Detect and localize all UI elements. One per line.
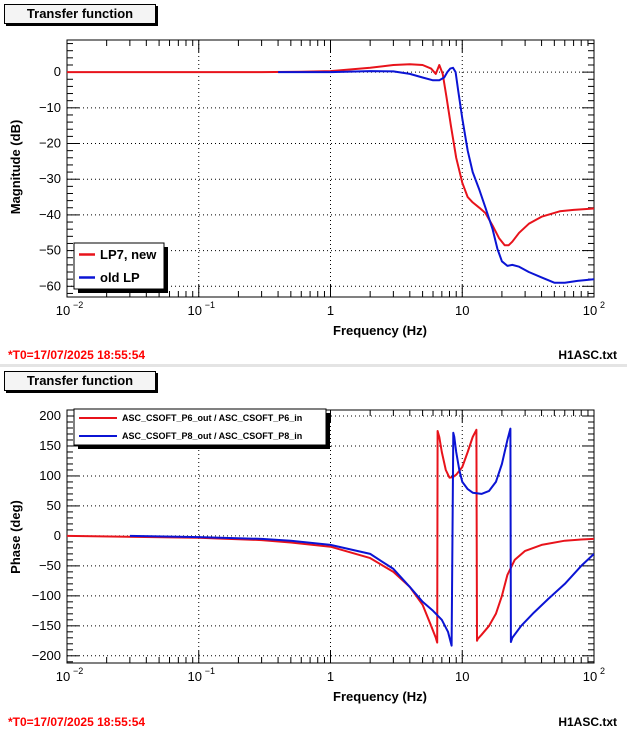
legend-label: LP7, new <box>100 247 157 262</box>
x-tick-label: 10 <box>455 303 469 318</box>
x-tick-exponent: −1 <box>205 300 215 310</box>
plot-title-button[interactable]: Transfer function <box>4 371 156 391</box>
y-tick-label: 50 <box>47 498 61 513</box>
y-axis-label: Magnitude (dB) <box>8 120 23 215</box>
series-line-red <box>67 63 594 247</box>
x-tick-exponent: −2 <box>73 666 83 676</box>
legend-label: ASC_CSOFT_P6_out / ASC_CSOFT_P6_in <box>122 413 302 423</box>
phase-chart[interactable]: 10 −2 10 −1 1 10 10 2200150100500−50−100−150−20… <box>0 367 627 733</box>
x-tick-label: 10 <box>583 669 597 684</box>
x-tick-exponent: −1 <box>205 666 215 676</box>
x-tick-label: 10 <box>56 303 70 318</box>
x-tick-exponent: 2 <box>600 666 605 676</box>
x-tick-label: 10 <box>188 303 202 318</box>
x-tick-label: 10 <box>583 303 597 318</box>
legend-label: old LP <box>100 270 140 285</box>
phase-plot-panel: Transfer function 10 −2 10 −1 1 10 10 2 200 150 10… <box>0 367 627 733</box>
magnitude-plot-panel: Transfer function 10 −2 10 −1 1 10 10 2 0 −10 −20−… <box>0 0 627 366</box>
y-tick-label: −30 <box>39 171 61 186</box>
file-name: H1ASC.txt <box>558 715 617 729</box>
series-line-blue <box>129 427 594 647</box>
y-tick-label: 0 <box>54 64 61 79</box>
y-tick-label: −50 <box>39 243 61 258</box>
x-axis-label: Frequency (Hz) <box>333 323 427 338</box>
y-tick-label: −10 <box>39 100 61 115</box>
y-tick-label: 200 <box>39 408 61 423</box>
y-tick-label: 100 <box>39 468 61 483</box>
plot-title-button[interactable]: Transfer function <box>4 4 156 24</box>
t0-timestamp: *T0=17/07/2025 18:55:54 <box>8 715 146 729</box>
legend-box <box>73 408 327 446</box>
x-tick-label: 10 <box>188 669 202 684</box>
y-axis-label: Phase (deg) <box>8 500 23 574</box>
legend-box <box>73 242 165 290</box>
y-tick-label: −150 <box>32 618 61 633</box>
x-tick-label: 10 <box>56 669 70 684</box>
t0-timestamp: *T0=17/07/2025 18:55:54 <box>8 348 146 362</box>
x-tick-exponent: 2 <box>600 300 605 310</box>
y-tick-label: 0 <box>54 528 61 543</box>
y-tick-label: −200 <box>32 648 61 663</box>
x-tick-exponent: −2 <box>73 300 83 310</box>
series-line-red <box>67 428 594 644</box>
x-tick-label: 1 <box>327 303 334 318</box>
y-tick-label: −20 <box>39 136 61 151</box>
magnitude-chart[interactable]: 10 −2 10 −1 1 10 10 20−10−20−30−40−50−60Frequen… <box>0 0 627 366</box>
file-name: H1ASC.txt <box>558 348 617 362</box>
y-tick-label: −40 <box>39 207 61 222</box>
x-tick-label: 1 <box>327 669 334 684</box>
y-tick-label: 150 <box>39 438 61 453</box>
x-tick-label: 10 <box>455 669 469 684</box>
y-tick-label: −50 <box>39 558 61 573</box>
y-tick-label: −60 <box>39 278 61 293</box>
legend-label: ASC_CSOFT_P8_out / ASC_CSOFT_P8_in <box>122 431 302 441</box>
x-axis-label: Frequency (Hz) <box>333 689 427 704</box>
series-line-blue <box>278 66 594 284</box>
y-tick-label: −100 <box>32 588 61 603</box>
panel-separator <box>0 364 627 368</box>
